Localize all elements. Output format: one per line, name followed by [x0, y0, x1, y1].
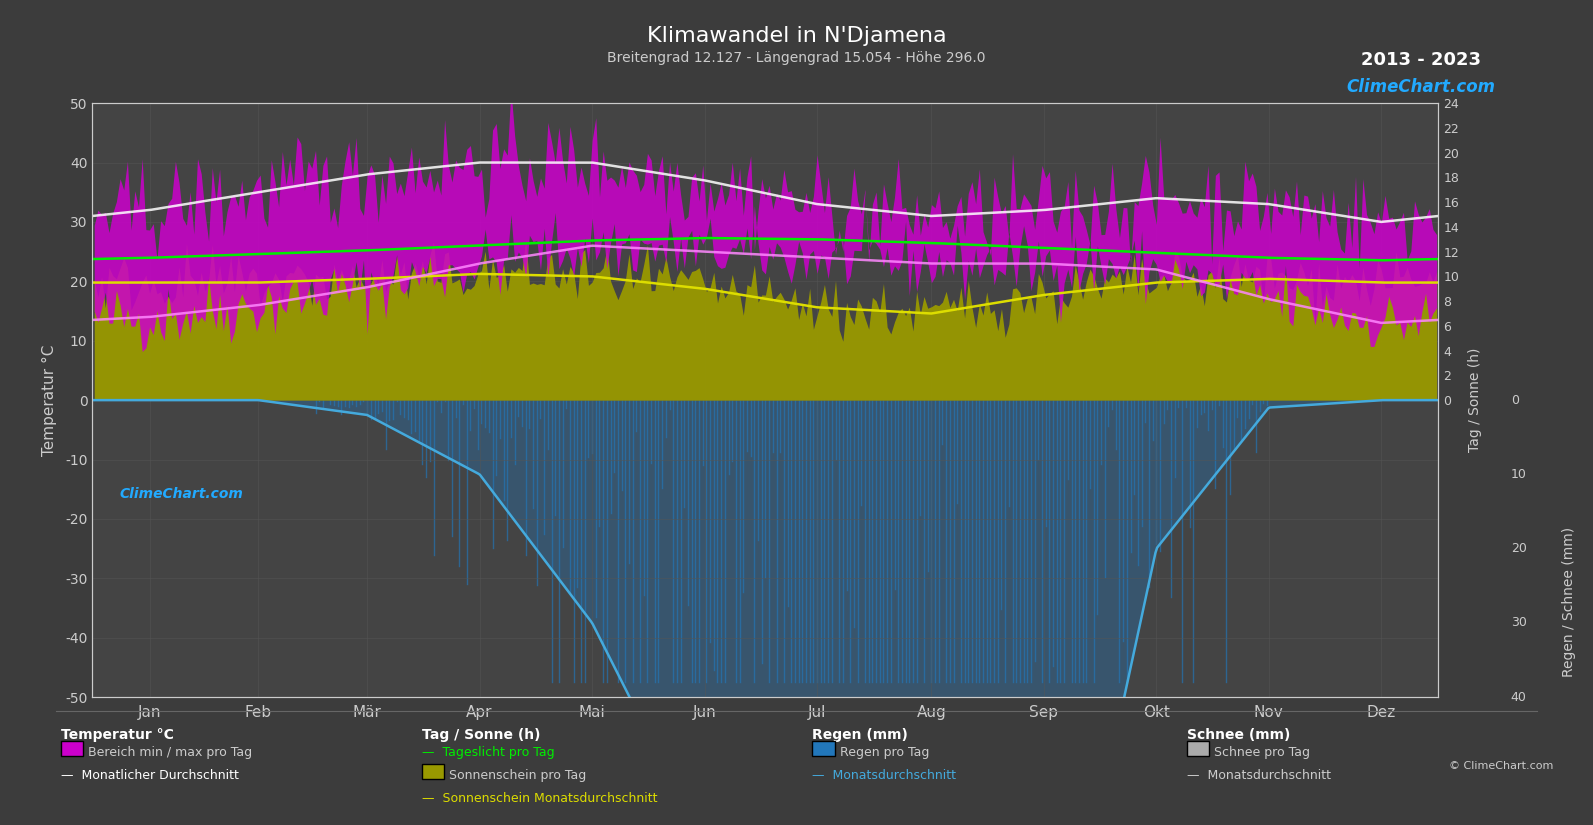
Text: Bereich min / max pro Tag: Bereich min / max pro Tag — [88, 746, 252, 759]
Text: Breitengrad 12.127 - Längengrad 15.054 - Höhe 296.0: Breitengrad 12.127 - Längengrad 15.054 -… — [607, 51, 986, 65]
Text: 0: 0 — [1510, 394, 1518, 407]
Text: 2013 - 2023: 2013 - 2023 — [1362, 51, 1481, 69]
Text: Temperatur °C: Temperatur °C — [61, 728, 174, 742]
Text: Regen pro Tag: Regen pro Tag — [840, 746, 929, 759]
Text: —  Monatsdurchschnitt: — Monatsdurchschnitt — [812, 769, 956, 782]
Text: —  Sonnenschein Monatsdurchschnitt: — Sonnenschein Monatsdurchschnitt — [422, 792, 658, 805]
Y-axis label: Tag / Sonne (h): Tag / Sonne (h) — [1467, 348, 1481, 452]
Text: ClimeChart.com: ClimeChart.com — [119, 487, 244, 501]
Text: 20: 20 — [1510, 542, 1526, 555]
Text: Sonnenschein pro Tag: Sonnenschein pro Tag — [449, 769, 586, 782]
Text: ClimeChart.com: ClimeChart.com — [1346, 78, 1496, 97]
Text: Schnee (mm): Schnee (mm) — [1187, 728, 1290, 742]
Text: —  Monatsdurchschnitt: — Monatsdurchschnitt — [1187, 769, 1330, 782]
Text: 40: 40 — [1510, 691, 1526, 704]
Text: —  Monatlicher Durchschnitt: — Monatlicher Durchschnitt — [61, 769, 239, 782]
Text: —  Tageslicht pro Tag: — Tageslicht pro Tag — [422, 746, 554, 759]
Text: Tag / Sonne (h): Tag / Sonne (h) — [422, 728, 540, 742]
Text: Klimawandel in N'Djamena: Klimawandel in N'Djamena — [647, 26, 946, 46]
Text: Regen (mm): Regen (mm) — [812, 728, 908, 742]
Y-axis label: Temperatur °C: Temperatur °C — [41, 345, 57, 455]
Text: Schnee pro Tag: Schnee pro Tag — [1214, 746, 1309, 759]
Text: 10: 10 — [1510, 468, 1526, 481]
Text: 30: 30 — [1510, 616, 1526, 629]
Text: Regen / Schnee (mm): Regen / Schnee (mm) — [1563, 527, 1575, 677]
Text: © ClimeChart.com: © ClimeChart.com — [1448, 761, 1553, 771]
